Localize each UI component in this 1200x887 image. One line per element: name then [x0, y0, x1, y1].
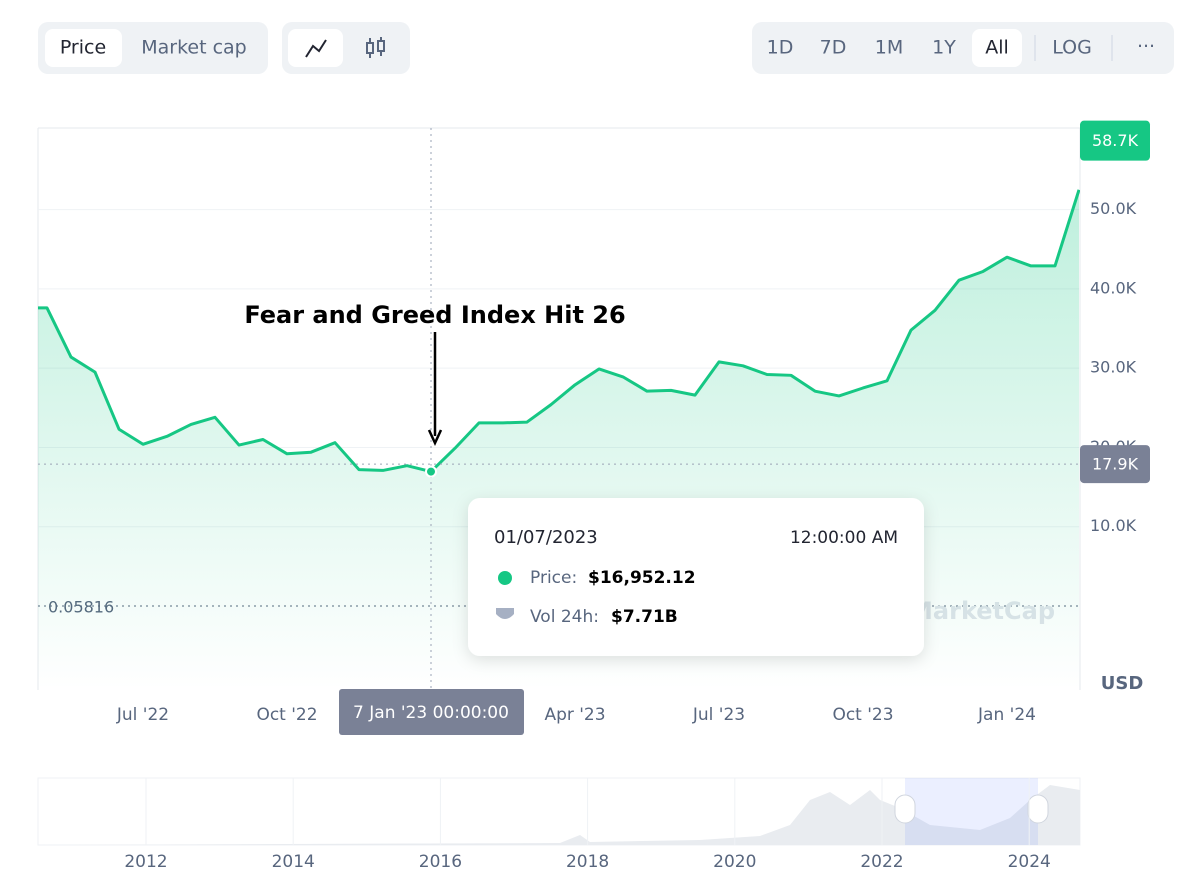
navigator-year: 2016	[419, 852, 462, 872]
tooltip-dot	[498, 571, 512, 585]
y-tick-label: 40.0K	[1090, 278, 1137, 297]
tab-active	[45, 29, 122, 67]
last-price-badge	[1080, 120, 1150, 161]
more-button[interactable]: ···	[1137, 36, 1155, 58]
navigator-handle[interactable]	[894, 794, 916, 824]
highlight-point	[425, 465, 437, 478]
tooltip-volume: $7.71B	[611, 607, 678, 627]
interval-group	[752, 22, 1174, 74]
log-button[interactable]: LOG	[1052, 37, 1092, 59]
navigator-year: 2022	[860, 852, 903, 872]
navigator-year: 2012	[124, 852, 167, 872]
crosshair-value: 17.9K	[1092, 455, 1139, 474]
tooltip-price-label: Price:	[530, 568, 577, 588]
interval-active	[972, 29, 1022, 67]
last-price-label: 58.7K	[1092, 131, 1139, 150]
navigator-area	[38, 785, 1080, 845]
navigator-handle[interactable]	[1027, 794, 1049, 824]
x-tick-label: Oct '22	[256, 705, 317, 725]
tooltip-time: 12:00:00 AM	[790, 528, 898, 548]
candle-chart-button[interactable]	[366, 37, 385, 58]
crosshair-value-badge	[1080, 445, 1150, 484]
navigator-axis: 2012 2014 2016 2018 2020 2022 2024	[124, 778, 1051, 872]
tooltip	[468, 498, 924, 656]
annotation: Fear and Greed Index Hit 26	[244, 301, 625, 329]
interval-button[interactable]: All	[985, 37, 1009, 59]
tooltip-volume-label: Vol 24h:	[530, 607, 599, 627]
navigator-year: 2020	[713, 852, 756, 872]
x-tick-label: Jul '22	[116, 705, 169, 725]
x-tick-label: Oct '23	[832, 705, 893, 725]
y-tick-label: 30.0K	[1090, 358, 1137, 377]
navigator-selection[interactable]	[905, 778, 1038, 845]
y-tick-label: 10.0K	[1090, 516, 1137, 535]
y-tick-label: 50.0K	[1090, 199, 1137, 218]
tooltip-volume-icon	[496, 608, 514, 619]
x-tick-label: Apr '23	[544, 705, 605, 725]
interval-button[interactable]: 1D	[767, 37, 794, 59]
x-tick-label: Jul '23	[692, 705, 745, 725]
crosshair-date-badge	[339, 689, 524, 735]
navigator-year: 2014	[272, 852, 315, 872]
price-line	[38, 189, 1080, 474]
crosshair-date: 7 Jan '23 00:00:00	[353, 703, 509, 723]
tooltip-price: $16,952.12	[588, 568, 696, 588]
navigator-year: 2024	[1008, 852, 1051, 872]
annotation-arrowhead	[427, 429, 443, 446]
tab-price[interactable]: Price	[60, 37, 106, 59]
interval-button[interactable]: 1Y	[932, 37, 956, 59]
plot: 10.0K20.0K30.0K40.0K50.0K0.05816CoinMark…	[37, 120, 1150, 735]
tooltip-date: 01/07/2023	[494, 527, 598, 548]
currency-label: USD	[1101, 673, 1144, 694]
interval-button[interactable]: 1M	[875, 37, 903, 59]
line-icon	[305, 39, 327, 58]
x-tick-label: Jan '24	[977, 705, 1036, 725]
navigator-year: 2018	[566, 852, 609, 872]
interval-button[interactable]: 7D	[820, 37, 847, 59]
tab-market-cap[interactable]: Market cap	[141, 37, 247, 59]
